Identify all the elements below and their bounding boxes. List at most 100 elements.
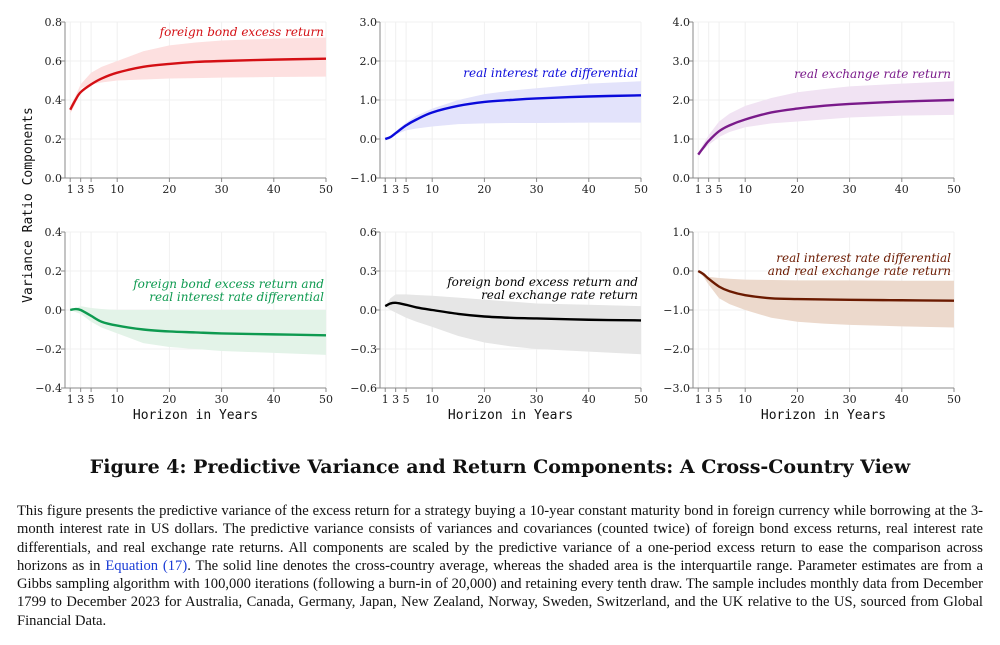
x-axis-label: Horizon in Years [761,408,886,423]
x-tick-label: 40 [267,393,281,406]
y-tick-label: 0.0 [45,172,63,185]
x-tick-label: 20 [477,183,491,196]
y-tick-label: −2.0 [663,343,690,356]
y-tick-label: 0.0 [673,265,691,278]
y-tick-label: 0.0 [673,172,691,185]
equation-link[interactable]: Equation (17) [105,557,188,574]
y-tick-label: 1.0 [673,226,691,239]
x-tick-label: 50 [634,183,648,196]
average-line [69,307,327,337]
y-tick-label: −1.0 [350,172,377,185]
series-label: foreign bond excess return and [132,277,324,291]
x-tick-label: 5 [88,393,95,406]
x-tick-label: 3 [705,393,712,406]
series-label: real interest rate differential [776,251,951,265]
x-tick-label: 50 [634,393,648,406]
x-tick-label: 5 [88,183,95,196]
interquartile-band [70,37,326,114]
x-tick-label: 3 [77,393,84,406]
y-tick-label: 1.0 [360,94,378,107]
x-tick-label: 10 [110,393,124,406]
x-tick-label: 1 [695,183,702,196]
y-tick-label: 0.0 [360,133,378,146]
x-tick-label: 20 [162,183,176,196]
chart-panel-2: −1.0 0.0 1.0 2.0 3.0 1 3 5 10 20 30 40 50 real intere… [350,16,648,196]
average-line [384,301,642,322]
x-tick-label: 50 [947,393,961,406]
x-tick-label: 5 [716,393,723,406]
x-tick-label: 1 [382,393,389,406]
x-tick-label: 40 [582,393,596,406]
y-tick-label: 3.0 [360,16,378,29]
x-tick-label: 30 [215,393,229,406]
interquartile-band [385,81,641,139]
series-label: foreign bond excess return [159,25,324,39]
x-tick-label: 5 [403,183,410,196]
x-tick-label: 50 [319,393,333,406]
y-tick-label: −0.3 [350,343,377,356]
y-tick-label: 0.4 [45,94,63,107]
y-tick-label: 0.0 [45,304,63,317]
y-tick-label: −3.0 [663,382,690,395]
y-axis-label: Variance Ratio Components [21,107,36,303]
chart-panel-5: −0.6 −0.3 0.0 0.3 0.6 1 3 5 10 20 30 40 50 foreign bo… [350,226,648,423]
x-tick-label: 40 [895,183,909,196]
y-tick-label: 0.8 [45,16,63,29]
y-tick-label: 1.0 [673,133,691,146]
interquartile-band [70,306,326,355]
x-tick-label: 10 [110,183,124,196]
x-tick-label: 3 [77,183,84,196]
x-tick-label: 5 [403,393,410,406]
x-tick-label: 1 [67,393,74,406]
y-tick-label: 2.0 [360,55,378,68]
series-label: real interest rate differential [149,290,324,304]
series-label: real interest rate differential [463,66,638,80]
y-tick-label: 0.2 [45,265,63,278]
x-tick-label: 40 [267,183,281,196]
x-tick-label: 50 [319,183,333,196]
x-tick-label: 30 [843,183,857,196]
average-line [69,57,327,111]
x-tick-label: 3 [392,183,399,196]
interquartile-band [698,81,954,156]
x-tick-label: 40 [895,393,909,406]
caption-text-end: . The solid line denotes the cross-count… [17,557,983,629]
x-tick-label: 10 [738,183,752,196]
y-tick-label: 0.4 [45,226,63,239]
interquartile-band [385,294,641,355]
x-tick-label: 30 [215,183,229,196]
y-tick-label: 0.2 [45,133,63,146]
x-tick-label: 50 [947,183,961,196]
series-label: foreign bond excess return and [446,275,638,289]
y-tick-label: 4.0 [673,16,691,29]
chart-panel-6: −3.0 −2.0 −1.0 0.0 1.0 1 3 5 10 20 30 40 50 real inte… [663,226,961,423]
y-tick-label: −1.0 [663,304,690,317]
chart-panel-4: −0.4 −0.2 0.0 0.2 0.4 1 3 5 10 20 30 40 50 foreign bo… [35,226,333,423]
x-tick-label: 10 [738,393,752,406]
y-tick-label: −0.6 [350,382,377,395]
caption-text-start: This figure presents the predictive vari… [17,503,983,574]
x-tick-label: 20 [477,393,491,406]
x-tick-label: 5 [716,183,723,196]
y-tick-label: −0.4 [35,382,62,395]
series-label: and real exchange rate return [768,264,951,278]
chart-panel-1: 0.0 0.2 0.4 0.6 0.8 1 3 5 10 20 30 40 50 foreign bond… [45,16,334,196]
x-tick-label: 10 [425,393,439,406]
y-tick-label: 0.6 [360,226,378,239]
x-tick-label: 3 [705,183,712,196]
average-line [697,269,955,302]
y-tick-label: 0.3 [360,265,378,278]
series-label: real exchange rate return [481,288,638,302]
x-tick-label: 20 [162,393,176,406]
figure-caption: This figure presents the predictive vari… [17,502,983,630]
figure-title: Figure 4: Predictive Variance and Return… [89,456,911,478]
series-label: real exchange rate return [794,67,951,81]
x-axis-label: Horizon in Years [133,408,258,423]
x-tick-label: 1 [67,183,74,196]
y-tick-label: 3.0 [673,55,691,68]
x-tick-label: 30 [843,393,857,406]
x-axis-label: Horizon in Years [448,408,573,423]
figure-panels: Variance Ratio Components 0.0 0.2 0.4 0.6 0.… [21,16,962,423]
x-tick-label: 20 [790,393,804,406]
chart-panel-3: 0.0 1.0 2.0 3.0 4.0 1 3 5 10 20 30 40 50 real exchang… [673,16,962,196]
